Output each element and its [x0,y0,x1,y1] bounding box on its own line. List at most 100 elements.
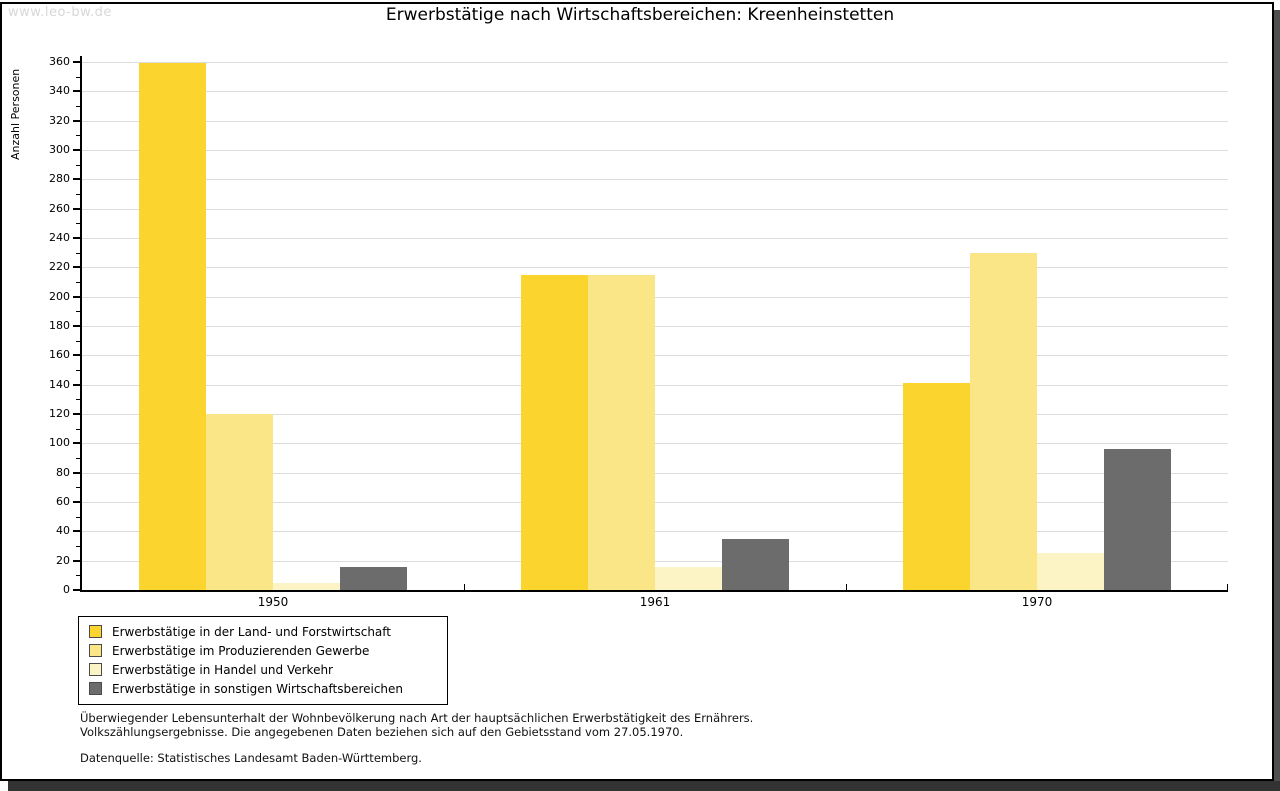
y-major-tick [73,442,80,444]
y-gridline [82,502,1228,503]
y-tick-label: 20 [56,554,70,567]
y-major-tick [73,149,80,151]
bar [521,275,588,590]
bar [1104,449,1171,590]
y-tick-label: 120 [49,407,70,420]
y-major-tick [73,237,80,239]
x-axis [80,590,1228,592]
bar [139,63,206,590]
legend: Erwerbstätige in der Land- und Forstwirt… [78,616,448,705]
y-major-tick [73,325,80,327]
y-tick-label: 220 [49,260,70,273]
y-gridline [82,414,1228,415]
y-major-tick [73,560,80,562]
y-gridline [82,531,1228,532]
y-gridline [82,443,1228,444]
y-major-tick [73,589,80,591]
y-tick-label: 280 [49,172,70,185]
legend-item: Erwerbstätige im Produzierenden Gewerbe [89,641,441,660]
y-gridline [82,473,1228,474]
footnote-source: Datenquelle: Statistisches Landesamt Bad… [80,751,422,765]
bar [206,414,273,590]
y-gridline [82,62,1228,63]
y-gridline [82,238,1228,239]
y-minor-tick [76,517,80,518]
y-minor-tick [76,487,80,488]
y-tick-label: 60 [56,495,70,508]
legend-label: Erwerbstätige im Produzierenden Gewerbe [112,643,370,658]
y-tick-label: 0 [63,583,70,596]
x-boundary-tick [846,584,847,590]
y-tick-label: 360 [49,55,70,68]
y-minor-tick [76,77,80,78]
y-minor-tick [76,106,80,107]
y-gridline [82,355,1228,356]
y-minor-tick [76,194,80,195]
y-tick-label: 300 [49,143,70,156]
y-gridline [82,121,1228,122]
y-gridline [82,179,1228,180]
x-boundary-tick [464,584,465,590]
y-minor-tick [76,165,80,166]
x-tick-label: 1961 [639,595,671,609]
bar [588,275,655,590]
y-major-tick [73,354,80,356]
y-tick-label: 40 [56,524,70,537]
window-shadow-right [1274,10,1280,791]
y-major-tick [73,120,80,122]
legend-swatch-icon [89,625,102,638]
bar [655,567,722,590]
y-gridline [82,385,1228,386]
y-minor-tick [76,429,80,430]
y-gridline [82,267,1228,268]
y-gridline [82,297,1228,298]
y-tick-label: 240 [49,231,70,244]
y-minor-tick [76,399,80,400]
legend-label: Erwerbstätige in sonstigen Wirtschaftsbe… [112,681,404,696]
x-tick-label: 1970 [1021,595,1053,609]
y-tick-label: 160 [49,348,70,361]
y-gridline [82,326,1228,327]
y-minor-tick [76,135,80,136]
bar [1037,553,1104,590]
y-minor-tick [76,575,80,576]
legend-item: Erwerbstätige in sonstigen Wirtschaftsbe… [89,679,441,698]
y-minor-tick [76,282,80,283]
x-boundary-tick [1227,584,1228,590]
bar [722,539,789,590]
y-tick-label: 140 [49,378,70,391]
y-gridline [82,561,1228,562]
y-major-tick [73,266,80,268]
legend-swatch-icon [89,682,102,695]
y-minor-tick [76,223,80,224]
y-gridline [82,150,1228,151]
y-minor-tick [76,546,80,547]
watermark: www.leo-bw.de [8,5,112,20]
y-minor-tick [76,311,80,312]
footnote-line-1: Überwiegender Lebensunterhalt der Wohnbe… [80,711,754,725]
y-tick-label: 180 [49,319,70,332]
y-minor-tick [76,458,80,459]
legend-swatch-icon [89,644,102,657]
y-gridline [82,209,1228,210]
y-major-tick [73,90,80,92]
window-shadow-bottom [8,781,1280,791]
y-major-tick [73,384,80,386]
y-major-tick [73,501,80,503]
y-tick-label: 100 [49,436,70,449]
footnote-line-2: Volkszählungsergebnisse. Die angegebenen… [80,725,684,739]
y-minor-tick [76,341,80,342]
legend-label: Erwerbstätige in der Land- und Forstwirt… [112,624,391,639]
legend-label: Erwerbstätige in Handel und Verkehr [112,662,333,677]
y-major-tick [73,178,80,180]
legend-item: Erwerbstätige in Handel und Verkehr [89,660,441,679]
y-major-tick [73,208,80,210]
legend-item: Erwerbstätige in der Land- und Forstwirt… [89,622,441,641]
y-minor-tick [76,370,80,371]
chart-title: Erwerbstätige nach Wirtschaftsbereichen:… [385,5,895,25]
y-tick-label: 260 [49,202,70,215]
x-tick-label: 1950 [257,595,289,609]
y-tick-label: 80 [56,466,70,479]
y-major-tick [73,472,80,474]
